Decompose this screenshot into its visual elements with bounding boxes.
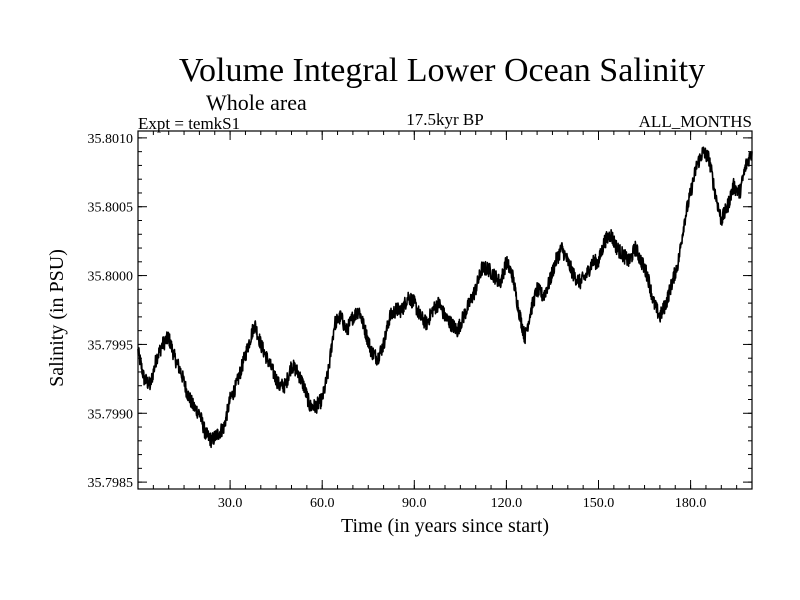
y-tick-label: 35.8010 bbox=[88, 132, 134, 147]
chart-subtitle: Whole area bbox=[206, 90, 307, 115]
period-label: 17.5kyr BP bbox=[406, 110, 484, 129]
y-tick-label: 35.8000 bbox=[88, 270, 134, 285]
x-tick-label: 150.0 bbox=[583, 496, 615, 511]
chart-title: Volume Integral Lower Ocean Salinity bbox=[178, 52, 706, 89]
x-tick-label: 60.0 bbox=[310, 496, 335, 511]
x-tick-label: 90.0 bbox=[402, 496, 427, 511]
y-tick-label: 35.7995 bbox=[88, 338, 134, 353]
x-axis-label: Time (in years since start) bbox=[341, 515, 549, 537]
x-tick-label: 120.0 bbox=[491, 496, 523, 511]
series-line-temkS1 bbox=[137, 146, 753, 449]
y-axis-label: Salinity (in PSU) bbox=[46, 249, 68, 387]
y-tick-label: 35.7990 bbox=[88, 407, 134, 422]
months-label: ALL_MONTHS bbox=[638, 112, 752, 131]
y-tick-label: 35.8005 bbox=[88, 201, 134, 216]
y-tick-label: 35.7985 bbox=[88, 476, 134, 491]
plot-frame bbox=[137, 130, 753, 490]
x-tick-label: 30.0 bbox=[218, 496, 243, 511]
experiment-label: Expt = temkS1 bbox=[138, 114, 241, 133]
x-tick-label: 180.0 bbox=[675, 496, 707, 511]
